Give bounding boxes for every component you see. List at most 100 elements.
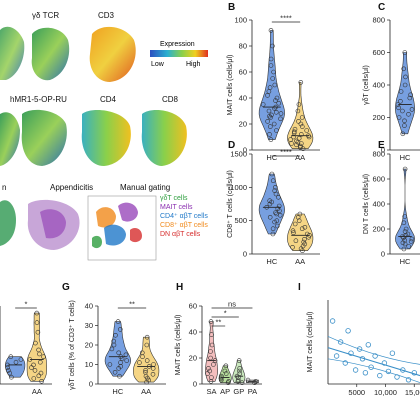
data-point — [273, 110, 279, 115]
y-tick-label: 0 — [193, 380, 197, 389]
data-point — [208, 355, 213, 361]
data-point — [223, 363, 229, 369]
y-axis-label: CD8⁺ T cells (cells/μl) — [227, 170, 234, 238]
data-point — [342, 360, 348, 366]
data-point — [265, 119, 270, 124]
y-tick-label: 0 — [89, 380, 93, 389]
x-tick-label: HC — [112, 387, 123, 396]
data-point — [234, 373, 240, 379]
data-point — [272, 106, 277, 111]
data-point — [307, 233, 312, 238]
data-point — [211, 362, 216, 367]
data-point — [401, 235, 406, 241]
gating-legend-item: DN αβT cells — [160, 231, 201, 238]
gating-legend-item: CD4⁺ αβT cells — [160, 213, 208, 220]
data-point — [411, 370, 417, 376]
data-point — [273, 185, 278, 190]
data-point — [5, 362, 10, 368]
data-point — [37, 359, 43, 365]
gating-legend-item: γδT cells — [160, 195, 188, 202]
gating-legend-item: CD8⁺ αβT cells — [160, 222, 208, 229]
data-point — [296, 119, 301, 124]
data-point — [144, 358, 150, 363]
tsne-title-cd8: CD8 — [162, 95, 179, 104]
data-point — [212, 358, 218, 363]
y-tick-label: 0 — [381, 146, 385, 155]
data-point — [236, 375, 241, 380]
y-tick-label: 20 — [85, 341, 93, 350]
data-point — [151, 362, 156, 367]
data-point — [35, 329, 41, 335]
data-point — [274, 218, 280, 223]
data-point — [400, 108, 405, 114]
data-point — [117, 373, 122, 379]
y-tick-label: 30 — [85, 321, 93, 330]
data-point — [275, 206, 281, 211]
data-point — [267, 215, 273, 220]
data-point — [409, 107, 415, 112]
data-point — [252, 380, 257, 386]
y-tick-label: 20 — [189, 354, 197, 363]
x-tick-label: 5000 — [348, 388, 365, 397]
data-point — [400, 367, 406, 373]
significance-label: * — [25, 300, 28, 309]
data-point — [144, 342, 150, 348]
data-point — [408, 239, 414, 244]
data-point — [116, 350, 121, 356]
data-point — [337, 339, 344, 345]
significance-label: ns — [228, 300, 236, 309]
data-point — [288, 137, 293, 142]
y-tick-label: 10 — [85, 360, 93, 369]
violin-hc — [395, 168, 415, 250]
panel-letter: E — [378, 140, 385, 151]
data-point — [291, 230, 296, 235]
y-tick-label: 400 — [372, 81, 385, 90]
regression-line — [327, 347, 420, 377]
data-point — [206, 366, 211, 371]
data-point — [302, 237, 307, 242]
tsne-title-manual-gating: Manual gating — [120, 183, 170, 192]
data-point — [36, 347, 41, 353]
violin-hc — [104, 321, 131, 377]
y-tick-label: 800 — [372, 16, 385, 25]
data-point — [140, 350, 145, 356]
data-point — [32, 368, 38, 373]
tsne-plot-appendicitis — [27, 199, 80, 250]
tsne-plot-5 — [21, 109, 67, 166]
tsne-title-cd4: CD4 — [100, 95, 117, 104]
significance-label: * — [224, 309, 227, 318]
y-tick-label: 800 — [372, 150, 385, 159]
data-point — [398, 99, 403, 104]
x-tick-label: HC — [400, 257, 411, 266]
data-point — [270, 226, 276, 231]
data-point — [5, 365, 10, 370]
data-point — [408, 92, 413, 98]
data-point — [223, 371, 229, 376]
data-point — [150, 371, 156, 377]
significance-label: ** — [215, 318, 221, 327]
data-point — [294, 138, 299, 144]
data-point — [236, 358, 242, 363]
expression-legend: Expression Low High — [150, 41, 208, 68]
data-point — [295, 139, 301, 145]
data-point — [356, 346, 363, 352]
data-point — [292, 221, 298, 227]
y-tick-label: 600 — [372, 48, 385, 57]
violin-aa — [133, 336, 160, 383]
x-tick-label: AP — [220, 387, 230, 396]
data-point — [272, 219, 277, 225]
data-point — [272, 82, 278, 88]
data-point — [402, 214, 408, 219]
x-tick-label: HC — [266, 257, 277, 266]
data-point — [237, 366, 242, 371]
data-point — [296, 102, 302, 107]
data-point — [268, 28, 274, 33]
data-point — [209, 342, 215, 348]
panel-letter: C — [378, 2, 385, 13]
data-point — [301, 239, 307, 245]
tsne-title-gd-tcr: γδ TCR — [32, 11, 59, 20]
data-point — [33, 340, 38, 346]
